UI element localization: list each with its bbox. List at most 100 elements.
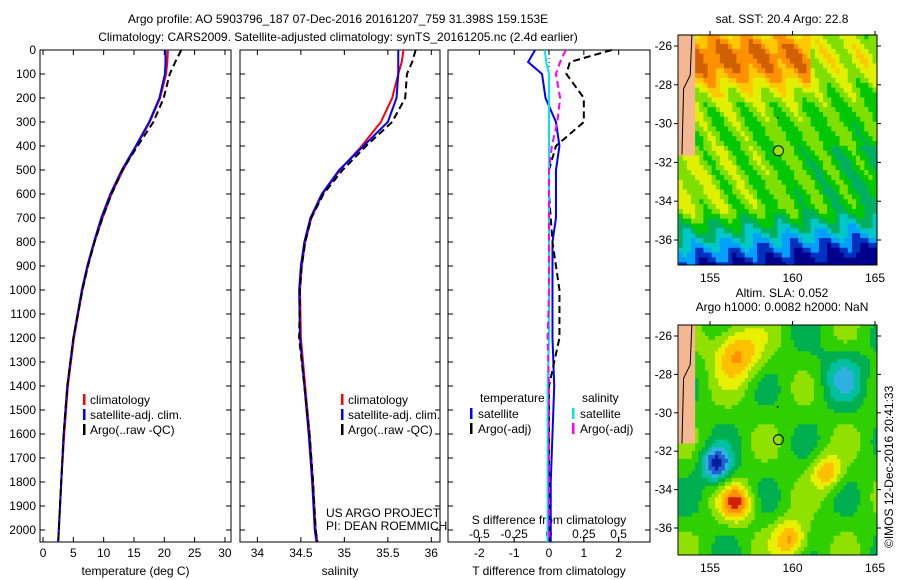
map-cell	[748, 92, 754, 99]
map-cell	[757, 170, 762, 176]
map-cell	[823, 336, 828, 341]
map-cell	[751, 332, 756, 337]
map-cell	[820, 428, 825, 433]
map-cell	[798, 82, 803, 89]
map-cell	[835, 131, 841, 137]
map-cell	[691, 466, 696, 472]
map-cell	[837, 378, 841, 383]
map-cell	[724, 443, 729, 448]
map-cell	[870, 424, 874, 429]
map-cell	[797, 385, 802, 391]
map-cell	[810, 401, 815, 406]
map-cell	[678, 393, 683, 399]
map-cell	[757, 160, 762, 166]
map-cell	[860, 428, 865, 433]
map-cell	[681, 443, 686, 448]
map-cell	[853, 389, 858, 395]
map-cell	[724, 58, 729, 65]
map-cell	[794, 53, 799, 60]
map-cell	[698, 405, 703, 410]
map-cell	[695, 439, 700, 445]
map-cell	[773, 213, 779, 220]
map-cell	[777, 34, 783, 40]
map-cell	[740, 160, 746, 166]
map-cell	[856, 44, 861, 50]
map-cell	[787, 435, 792, 441]
map-cell	[764, 428, 769, 433]
map-cell	[741, 416, 746, 422]
map-cell	[853, 385, 858, 391]
map-cell	[863, 370, 868, 376]
map-cell	[835, 121, 841, 128]
map-cell	[695, 63, 700, 69]
map-cell	[843, 347, 848, 352]
map-cell	[843, 63, 849, 69]
map-cell	[734, 332, 739, 337]
map-cell	[872, 150, 878, 157]
map-cell	[705, 355, 709, 360]
map-cell	[734, 401, 739, 406]
map-cell	[744, 87, 750, 94]
map-cell	[688, 447, 693, 452]
map-cell	[774, 408, 779, 414]
map-cell	[681, 458, 686, 464]
map-cell	[685, 470, 690, 475]
map-cell	[839, 184, 845, 191]
map-cell	[860, 359, 865, 364]
map-cell	[813, 416, 818, 422]
map-cell	[761, 175, 766, 181]
map-cell	[748, 233, 754, 239]
map-cell	[831, 107, 836, 113]
map-cell	[734, 435, 739, 441]
map-cell	[740, 82, 746, 89]
map-cell	[853, 424, 858, 429]
map-cell	[872, 34, 878, 40]
map-cell	[818, 102, 824, 108]
map-cell	[748, 34, 754, 40]
map-cell	[866, 439, 871, 445]
map-cell	[798, 199, 803, 205]
map-cell	[827, 199, 832, 205]
map-cell	[765, 155, 770, 162]
map-cell	[708, 447, 713, 452]
map-cell	[873, 428, 878, 433]
map-cell	[740, 63, 746, 69]
map-cell	[738, 370, 742, 376]
map-cell	[681, 401, 686, 406]
map-cell	[806, 194, 812, 200]
map-cell	[711, 48, 717, 55]
map-cell	[764, 324, 769, 329]
map-cell	[777, 208, 783, 215]
map-cell	[873, 328, 878, 333]
map-cell	[823, 175, 828, 181]
map-cell	[698, 455, 703, 460]
map-cell	[740, 155, 746, 162]
map-cell	[860, 102, 865, 108]
map-cell	[740, 257, 746, 263]
map-cell	[870, 439, 874, 445]
map-cell	[781, 228, 787, 234]
map-cell	[724, 439, 729, 445]
map-cell	[843, 199, 849, 205]
map-cell	[785, 155, 791, 162]
map-cell	[781, 194, 787, 200]
map-cell	[864, 242, 869, 249]
map-cell	[701, 439, 706, 445]
map-cell	[798, 189, 803, 196]
map-cell	[827, 238, 832, 244]
map-cell	[705, 343, 709, 349]
map-cell	[685, 382, 690, 387]
map-cell	[827, 189, 832, 196]
map-cell	[777, 44, 783, 50]
map-cell	[800, 462, 805, 468]
map-cell	[856, 242, 861, 249]
map-cell	[839, 252, 845, 259]
map-cell	[872, 175, 878, 181]
map-cell	[764, 470, 769, 475]
map-cell	[810, 150, 816, 157]
map-cell	[790, 397, 795, 402]
map-cell	[798, 213, 803, 220]
map-cell	[728, 204, 733, 210]
map-cell	[868, 233, 874, 239]
map-cell	[754, 408, 759, 414]
